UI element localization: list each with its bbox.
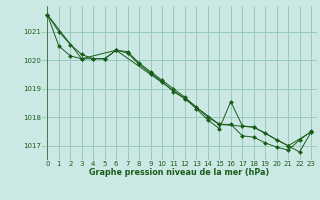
- X-axis label: Graphe pression niveau de la mer (hPa): Graphe pression niveau de la mer (hPa): [89, 168, 269, 177]
